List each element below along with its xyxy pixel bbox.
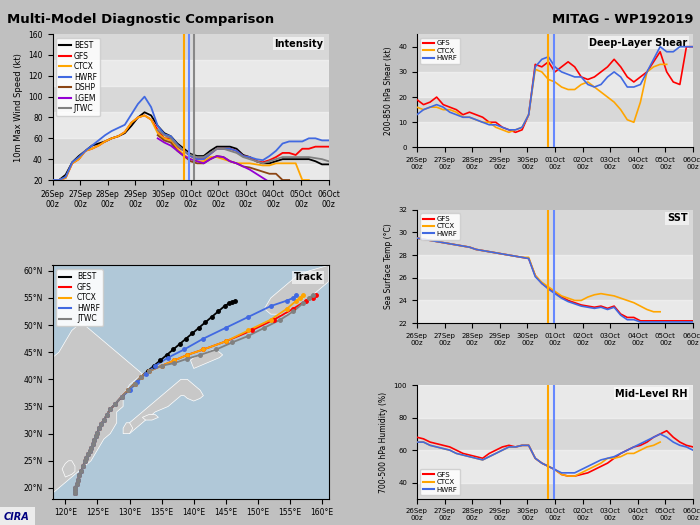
- Bar: [52, 60, 328, 86]
- Legend: GFS, CTCX, HWRF: GFS, CTCX, HWRF: [421, 38, 460, 64]
- Y-axis label: Sea Surface Temp (°C): Sea Surface Temp (°C): [384, 224, 393, 309]
- Bar: [52, 112, 328, 138]
- Text: SST: SST: [667, 213, 687, 223]
- Text: Track: Track: [294, 272, 323, 282]
- Polygon shape: [265, 265, 328, 314]
- Bar: [417, 300, 693, 323]
- Polygon shape: [130, 380, 204, 434]
- Bar: [417, 385, 693, 418]
- Legend: GFS, CTCX, HWRF: GFS, CTCX, HWRF: [421, 469, 460, 495]
- Text: MITAG - WP192019: MITAG - WP192019: [552, 13, 693, 26]
- Polygon shape: [123, 423, 133, 434]
- Y-axis label: 200-850 hPa Shear (kt): 200-850 hPa Shear (kt): [384, 47, 393, 135]
- Text: Deep-Layer Shear: Deep-Layer Shear: [589, 37, 687, 48]
- Polygon shape: [62, 461, 75, 477]
- Bar: [417, 255, 693, 278]
- Bar: [417, 72, 693, 97]
- Text: Multi-Model Diagnostic Comparison: Multi-Model Diagnostic Comparison: [7, 13, 274, 26]
- Y-axis label: 700-500 hPa Humidity (%): 700-500 hPa Humidity (%): [379, 392, 388, 492]
- Bar: [417, 122, 693, 148]
- Legend: BEST, GFS, CTCX, HWRF, DSHP, LGEM, JTWC: BEST, GFS, CTCX, HWRF, DSHP, LGEM, JTWC: [56, 38, 100, 116]
- Text: Intensity: Intensity: [274, 38, 323, 48]
- Polygon shape: [190, 350, 223, 369]
- Polygon shape: [52, 325, 142, 499]
- Polygon shape: [142, 415, 158, 420]
- Y-axis label: 10m Max Wind Speed (kt): 10m Max Wind Speed (kt): [14, 52, 22, 162]
- Legend: GFS, CTCX, HWRF: GFS, CTCX, HWRF: [421, 213, 460, 239]
- Bar: [52, 164, 328, 180]
- Bar: [417, 450, 693, 482]
- Text: CIRA: CIRA: [4, 512, 29, 522]
- Text: Mid-Level RH: Mid-Level RH: [615, 389, 687, 399]
- Legend: BEST, GFS, CTCX, HWRF, JTWC: BEST, GFS, CTCX, HWRF, JTWC: [56, 269, 103, 327]
